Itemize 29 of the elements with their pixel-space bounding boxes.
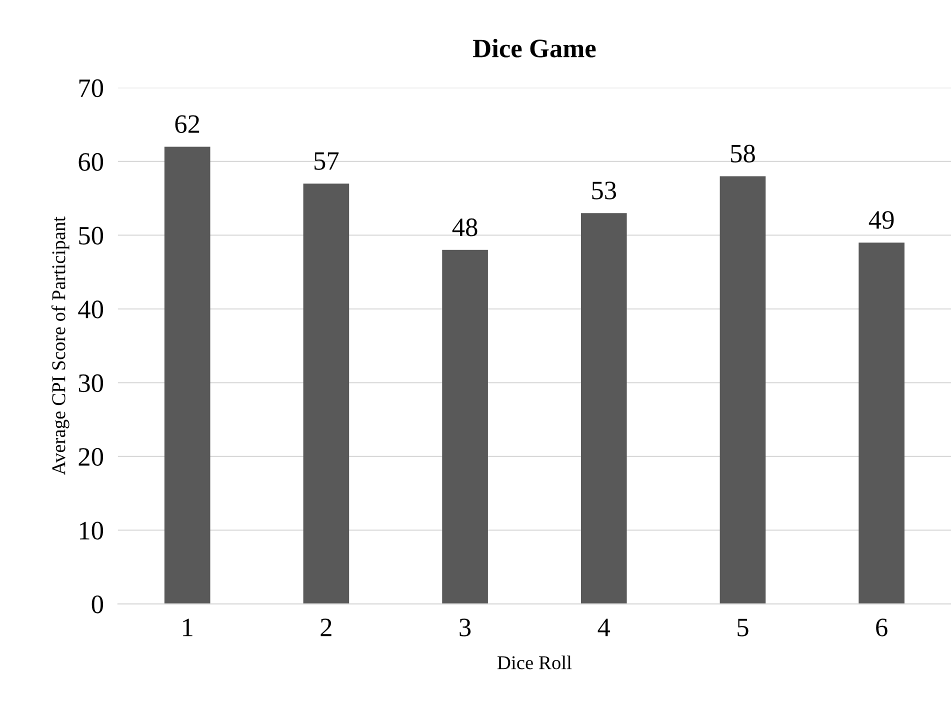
data-label: 49 xyxy=(868,211,894,229)
x-tick-label: 5 xyxy=(738,618,748,636)
bar xyxy=(580,213,627,604)
y-tick-label: 20 xyxy=(78,448,104,466)
y-tick-label: 70 xyxy=(79,79,104,98)
data-label: 48 xyxy=(452,218,478,236)
x-tick-label: 4 xyxy=(598,618,610,636)
x-tick-label: 1 xyxy=(183,618,192,636)
y-tick-label: 60 xyxy=(78,153,104,171)
y-tick-label: 30 xyxy=(78,374,104,392)
y-tick-label: 0 xyxy=(92,596,104,614)
y-tick-label: 10 xyxy=(80,522,104,540)
x-tick-label: 6 xyxy=(876,618,888,636)
y-axis-title: Average CPI Score of Participant xyxy=(51,216,70,476)
x-tick-label: 3 xyxy=(460,618,471,636)
x-tick-label: 2 xyxy=(320,618,332,636)
bar xyxy=(720,176,766,604)
bar xyxy=(442,250,488,604)
chart-title: Dice Game xyxy=(473,38,596,58)
data-label: 58 xyxy=(731,144,755,162)
y-tick-label: 50 xyxy=(79,226,104,245)
x-axis-title: Dice Roll xyxy=(497,656,572,670)
data-label: 62 xyxy=(175,115,200,133)
y-tick-label: 40 xyxy=(78,300,104,318)
data-label: 57 xyxy=(314,152,339,170)
bar xyxy=(858,242,904,604)
data-label: 53 xyxy=(592,182,616,200)
bar xyxy=(303,184,350,604)
bar xyxy=(164,146,210,604)
